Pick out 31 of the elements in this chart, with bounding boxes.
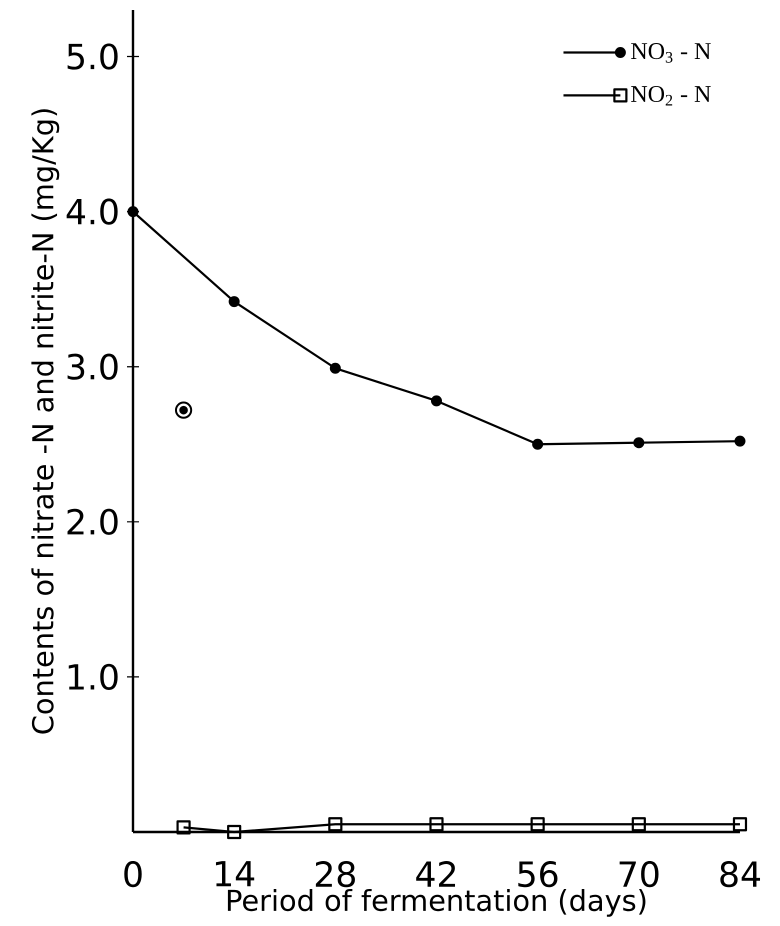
point [632, 817, 646, 832]
point [127, 206, 138, 218]
y-tick-label: 3.0 [68, 354, 118, 380]
point [633, 437, 644, 448]
x-tick-label: 0 [124, 861, 142, 888]
legend-label: NO$_{3}$ - N [631, 43, 711, 63]
point [532, 438, 544, 450]
y-tick-label: 2.0 [68, 508, 118, 535]
y-axis-title: Contents of nitrate -N and nitrite-N (mg/Kg) [31, 109, 60, 734]
legend-label: NO$_{2}$ - N [631, 86, 711, 106]
y-tick-label: 1.0 [68, 664, 118, 690]
x-axis-title: Period of fermentation (days) [228, 888, 646, 917]
x-tick-label: 42 [416, 861, 456, 887]
point [734, 436, 746, 447]
x-tick-label: 84 [720, 861, 760, 888]
point [530, 817, 545, 832]
point [328, 817, 342, 832]
point [176, 820, 191, 834]
x-tick-label: 70 [620, 861, 659, 888]
point [227, 824, 242, 840]
y-tick-label: 4.0 [66, 198, 118, 225]
point [174, 402, 192, 419]
point [330, 362, 341, 374]
x-tick-label: 14 [216, 861, 254, 886]
point [430, 395, 442, 406]
y-tick-label: 5.0 [68, 43, 118, 70]
point [732, 817, 748, 832]
point [429, 817, 444, 832]
x-tick-label: 28 [316, 861, 355, 888]
point [228, 296, 240, 308]
x-tick-label: 56 [518, 861, 558, 888]
